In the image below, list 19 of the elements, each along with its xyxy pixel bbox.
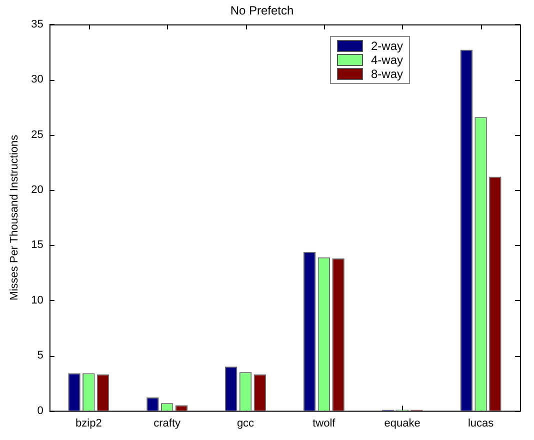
x-tick-label: lucas [468,417,494,430]
x-tick-label: twolf [312,417,336,430]
y-tick-label: 10 [31,294,44,306]
y-tick-label: 20 [31,184,44,196]
legend-label: 8-way [371,67,404,82]
y-axis-title: Misses Per Thousand Instructions [8,134,21,300]
y-tick-label: 25 [31,128,44,141]
x-tick-label: gcc [236,417,255,430]
y-tick-label: 30 [31,74,44,86]
legend-label: 4-way [371,53,404,68]
y-tick-label: 5 [37,350,44,362]
y-tick-label: 15 [31,239,44,252]
y-tick-label: 35 [31,18,44,30]
legend-label: 2-way [371,39,404,54]
x-tick-label: bzip2 [76,417,102,430]
x-tick-label: crafty [154,417,182,430]
x-tick-label: equake [384,417,420,430]
chart-title: No Prefetch [230,4,294,18]
y-tick-label: 0 [37,404,44,417]
